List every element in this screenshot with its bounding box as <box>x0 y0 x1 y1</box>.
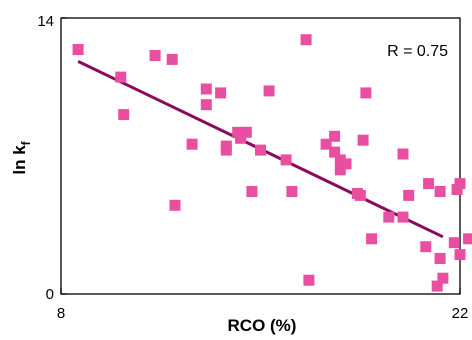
data-point-29 <box>354 189 366 201</box>
data-point-24 <box>329 146 341 158</box>
x-tick-label-left: 8 <box>57 305 65 322</box>
y-tick-label-top: 14 <box>37 13 54 30</box>
y-axis-title-main: ln k <box>10 145 29 175</box>
y-axis-title-subscript: f <box>19 140 33 145</box>
data-point-6 <box>186 138 198 150</box>
data-point-8 <box>200 83 212 95</box>
data-point-25 <box>334 154 346 166</box>
x-tick-label-right: 22 <box>452 305 469 322</box>
data-point-39 <box>431 280 443 292</box>
data-point-9 <box>215 87 227 99</box>
data-point-15 <box>246 186 258 197</box>
data-point-31 <box>360 87 372 99</box>
tick-marks <box>60 17 461 295</box>
data-point-34 <box>397 148 409 160</box>
data-point-46 <box>454 249 466 261</box>
data-point-44 <box>451 184 463 195</box>
data-point-23 <box>329 130 341 142</box>
data-point-12 <box>235 132 247 144</box>
data-point-5 <box>169 199 181 211</box>
data-point-45 <box>454 178 466 190</box>
data-point-19 <box>286 186 298 197</box>
data-point-37 <box>420 241 432 253</box>
data-point-41 <box>434 253 446 264</box>
data-point-33 <box>383 211 395 223</box>
data-point-30 <box>357 134 369 146</box>
data-point-17 <box>263 85 275 97</box>
x-axis-title: RCO (%) <box>228 316 297 335</box>
data-point-43 <box>448 237 460 249</box>
data-point-1 <box>115 71 127 83</box>
data-point-35 <box>397 211 409 223</box>
data-point-3 <box>149 50 161 61</box>
data-point-22 <box>320 138 332 150</box>
data-point-20 <box>300 34 312 46</box>
data-point-4 <box>166 53 178 65</box>
data-point-32 <box>366 233 378 245</box>
data-point-40 <box>434 186 446 197</box>
data-point-26 <box>334 164 346 176</box>
data-point-16 <box>255 144 266 156</box>
data-point-13 <box>232 126 244 138</box>
data-point-21 <box>303 274 315 286</box>
points-layer <box>72 34 472 292</box>
correlation-annotation: R = 0.75 <box>387 43 448 60</box>
data-point-42 <box>437 272 449 284</box>
y-tick-label-bottom: 0 <box>46 286 54 303</box>
data-point-38 <box>423 178 435 190</box>
plot-area-frame <box>60 17 461 295</box>
data-point-14 <box>240 126 252 138</box>
data-point-47 <box>463 233 472 245</box>
data-point-2 <box>118 109 130 121</box>
data-point-11 <box>220 144 232 156</box>
data-point-0 <box>72 44 84 55</box>
y-axis-title: ln kf <box>10 140 33 174</box>
data-point-7 <box>200 99 212 111</box>
data-point-18 <box>280 154 292 166</box>
data-point-27 <box>340 158 352 170</box>
data-point-36 <box>403 189 415 201</box>
